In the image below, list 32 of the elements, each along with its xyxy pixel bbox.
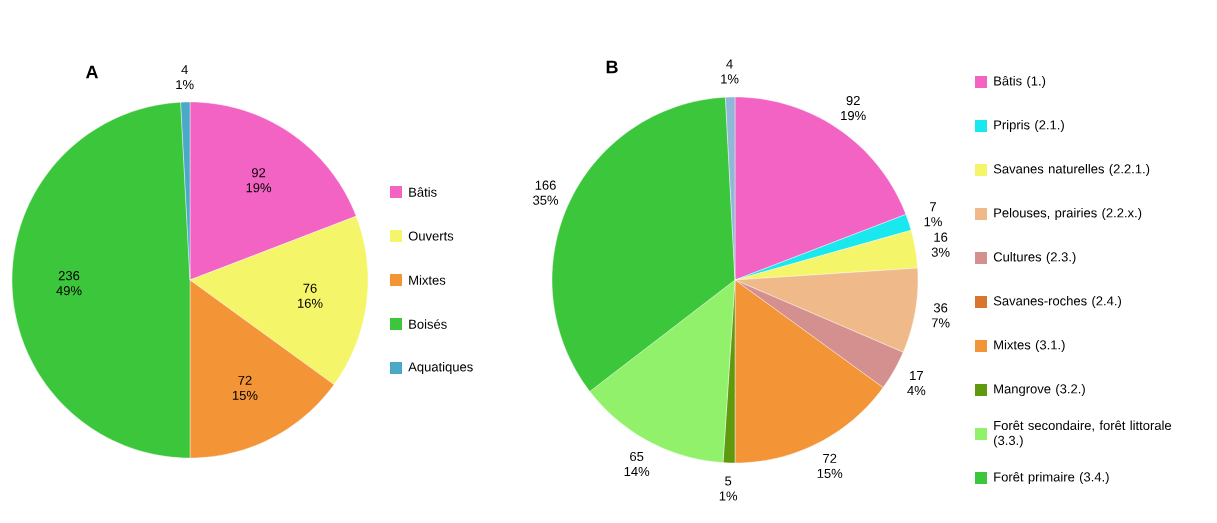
data-label: 166 35%	[533, 180, 559, 205]
legend-label: Mangrove (3.2.)	[994, 383, 1085, 397]
legend-label: Mixtes	[409, 275, 446, 285]
legend-label: Ouverts	[408, 231, 454, 241]
legend-label: Pripris (2.1.)	[994, 119, 1064, 133]
data-label: 16 3%	[931, 232, 950, 257]
data-label: 4 1%	[176, 65, 194, 90]
data-label: 4 1%	[721, 59, 739, 84]
data-label: 92 19%	[246, 168, 272, 193]
data-label: 92 19%	[841, 95, 866, 121]
legend-label: Forêt primaire (3.4.)	[994, 471, 1109, 485]
legend-label: Boisés	[409, 319, 447, 329]
data-label: 72 15%	[817, 453, 843, 478]
legend-label: Pelouses, prairies (2.2.x.)	[994, 207, 1142, 221]
legend-label: Bâtis (1.)	[994, 75, 1046, 89]
data-label: 36 7%	[931, 303, 950, 328]
legend-label: Cultures (2.3.)	[993, 251, 1076, 265]
chart-title: B	[606, 60, 618, 74]
legend-label: Savanes-roches (2.4.)	[993, 295, 1121, 309]
legend-label: Savanes naturelles (2.2.1.)	[993, 163, 1150, 177]
data-label: 236 49%	[56, 271, 82, 296]
data-label: 17 4%	[907, 371, 926, 396]
chart-title: A	[85, 65, 99, 79]
legend-label: Aquatiques	[408, 361, 473, 375]
legend-label: Forêt secondaire, forêt littorale (3.3.)	[994, 420, 1172, 448]
data-label: 76 16%	[297, 283, 323, 308]
legend-label: Bâtis	[409, 187, 437, 197]
data-label: 7 1%	[924, 202, 942, 227]
data-label: 5 1%	[719, 476, 738, 501]
data-label: 65 14%	[624, 451, 650, 477]
data-label: 72 15%	[232, 375, 258, 400]
legend-label: Mixtes (3.1.)	[994, 339, 1065, 353]
